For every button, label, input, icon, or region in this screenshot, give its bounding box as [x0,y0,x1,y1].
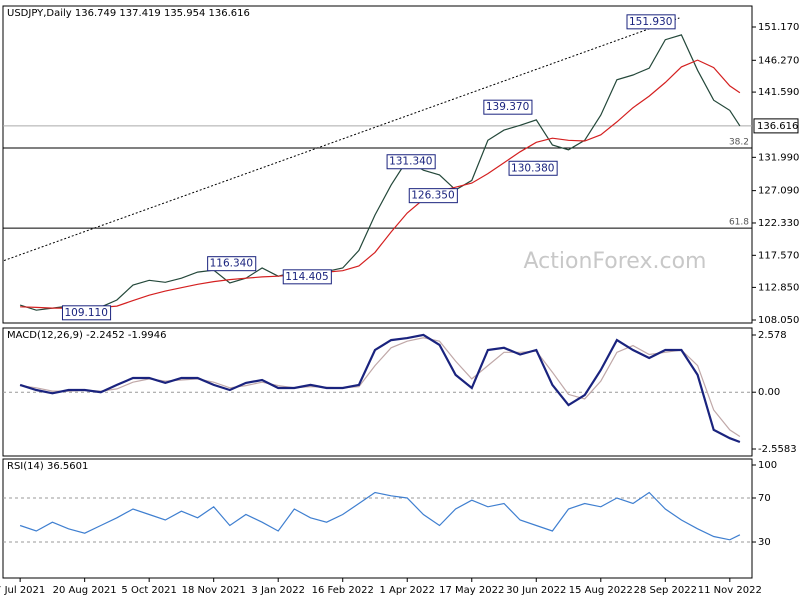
y-tick-label: -2.5583 [758,444,797,455]
annotation-box [61,305,112,321]
annotation-label: 109.110 [64,307,107,319]
panel-frame [2,458,753,579]
y-tick-label: 117.570 [758,250,799,261]
panel-header: RSI(14) 36.5601 [7,461,88,472]
y-tick-label: 30 [758,537,771,548]
last-price-box [753,118,799,134]
x-tick-label: 11 Nov 2022 [698,585,762,596]
y-tick-label: 112.850 [758,282,799,293]
fib-label: 38.2 [729,138,749,148]
y-tick-label: 141.590 [758,87,799,98]
y-tick-label: 122.330 [758,218,799,229]
y-tick-label: 131.990 [758,152,799,163]
annotation-label: 126.350 [411,190,454,202]
x-tick-label: 15 Aug 2022 [569,585,633,596]
series-line [20,337,741,438]
panel-header: USDJPY,Daily 136.749 137.419 135.954 136… [7,8,250,19]
series-line [19,333,741,444]
annotation-box [508,160,558,176]
y-tick-label: 108.050 [758,315,799,326]
annotation-box [626,14,676,30]
x-tick-label: 5 Oct 2021 [121,585,176,596]
last-price-label: 136.616 [757,121,798,132]
annotation-box [207,256,257,272]
y-tick-label: 100 [758,460,777,471]
y-tick-label: 151.170 [758,22,799,33]
annotation-label: 131.340 [389,156,432,168]
y-tick-label: 127.090 [758,186,799,197]
fib-label: 61.8 [729,218,749,228]
panel-header: MACD(12,26,9) -2.2452 -1.9946 [7,330,167,341]
y-tick-label: 0.00 [758,387,780,398]
x-tick-label: 20 Aug 2021 [53,585,117,596]
annotation-box [386,154,436,170]
watermark: ActionForex.com [524,249,707,274]
annotation-label: 151.930 [629,16,672,28]
x-tick-label: 28 Sep 2022 [634,585,697,596]
x-tick-label: 17 May 2022 [439,585,504,596]
x-tick-label: 16 Feb 2022 [312,585,374,596]
annotation-label: 114.405 [285,271,328,283]
annotation-label: 139.370 [486,101,529,113]
x-tick-label: 3 Jan 2022 [251,585,305,596]
panel-frame [2,5,753,324]
annotation-label: 130.380 [511,162,554,174]
x-tick-label: 18 Nov 2021 [182,585,246,596]
series-line [19,491,741,541]
annotation-box [483,99,533,115]
y-tick-label: 70 [758,493,771,504]
y-tick-label: 146.270 [758,55,799,66]
x-tick-label: 7 Jul 2021 [0,585,45,596]
annotation-box [408,188,458,204]
x-tick-label: 1 Apr 2022 [380,585,435,596]
y-tick-label: 2.578 [758,330,787,341]
x-tick-label: 30 Jun 2022 [506,585,566,596]
annotation-box [282,269,332,285]
series-line [20,59,741,309]
annotation-label: 116.340 [210,258,253,270]
trendline [3,17,680,262]
series-line [19,34,741,311]
